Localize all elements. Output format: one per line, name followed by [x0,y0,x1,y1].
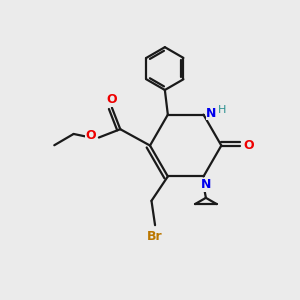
Text: N: N [201,178,212,191]
Text: O: O [106,93,117,106]
Text: O: O [244,139,254,152]
Text: Br: Br [147,230,163,243]
Text: H: H [218,105,226,115]
Text: N: N [206,107,217,120]
Text: O: O [85,129,96,142]
